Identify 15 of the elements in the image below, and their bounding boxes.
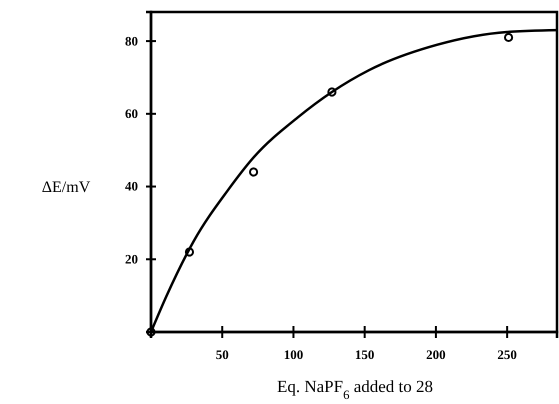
point xyxy=(184,247,194,257)
y-tick-label: 20 xyxy=(125,251,138,266)
x-axis-title: Eq. NaPF$_{6}$ added to 28 xyxy=(276,377,434,402)
x-tick-label: 50 xyxy=(216,347,229,362)
point xyxy=(249,167,258,177)
x-tick-label: 150 xyxy=(354,347,374,362)
y-axis-title: ΔE/mV xyxy=(42,179,91,196)
x-tick-label: 200 xyxy=(426,347,446,362)
x-tick-label: 250 xyxy=(497,347,517,362)
y-tick-label: 40 xyxy=(125,178,138,194)
point xyxy=(504,32,514,42)
y-tick-label: 80 xyxy=(125,33,138,48)
point xyxy=(327,87,336,97)
y-tick-label: 60 xyxy=(125,106,138,121)
x-tick-label: 100 xyxy=(284,347,304,362)
